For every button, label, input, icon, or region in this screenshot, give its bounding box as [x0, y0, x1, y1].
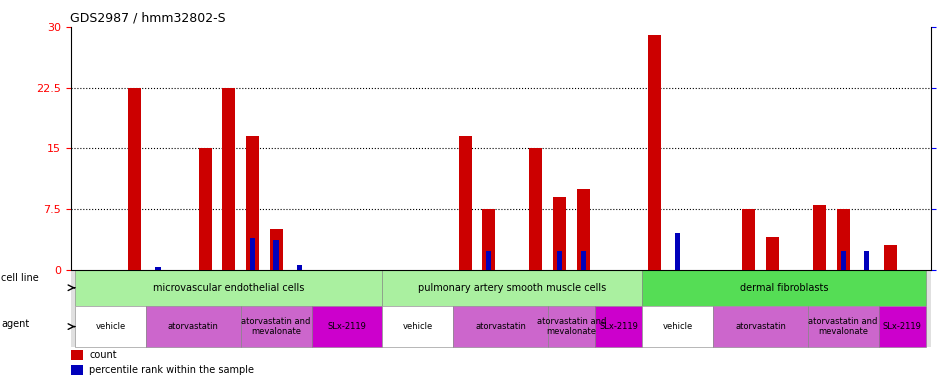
Bar	[675, 233, 681, 270]
Bar	[713, 306, 807, 347]
Bar	[864, 252, 870, 270]
Bar	[548, 306, 595, 347]
Bar	[297, 265, 303, 270]
Text: GDS2987 / hmm32802-S: GDS2987 / hmm32802-S	[70, 11, 227, 24]
Bar	[250, 238, 255, 270]
Text: SLx-2119: SLx-2119	[327, 322, 367, 331]
Bar	[837, 209, 850, 270]
Text: cell line: cell line	[1, 273, 39, 283]
Bar	[879, 306, 926, 347]
Bar	[198, 148, 212, 270]
Text: pulmonary artery smooth muscle cells: pulmonary artery smooth muscle cells	[418, 283, 606, 293]
Bar	[146, 306, 241, 347]
Text: atorvastatin: atorvastatin	[168, 322, 219, 331]
Bar	[648, 35, 661, 270]
Text: vehicle: vehicle	[402, 322, 433, 331]
Bar	[486, 252, 492, 270]
Bar	[70, 350, 84, 360]
Text: vehicle: vehicle	[663, 322, 693, 331]
Bar	[557, 252, 562, 270]
Text: vehicle: vehicle	[96, 322, 126, 331]
Text: atorvastatin: atorvastatin	[475, 322, 526, 331]
Text: agent: agent	[1, 319, 29, 329]
Text: atorvastatin and
mevalonate: atorvastatin and mevalonate	[242, 317, 311, 336]
Bar	[453, 306, 548, 347]
Bar	[75, 270, 383, 306]
Text: atorvastatin and
mevalonate: atorvastatin and mevalonate	[537, 317, 606, 336]
Text: SLx-2119: SLx-2119	[600, 322, 638, 331]
Text: microvascular endothelial cells: microvascular endothelial cells	[153, 283, 305, 293]
Text: atorvastatin and
mevalonate: atorvastatin and mevalonate	[808, 317, 878, 336]
Bar	[246, 136, 258, 270]
Bar	[223, 88, 235, 270]
Text: dermal fibroblasts: dermal fibroblasts	[740, 283, 828, 293]
Bar	[270, 229, 283, 270]
Bar	[840, 252, 846, 270]
Bar	[577, 189, 589, 270]
Bar	[241, 306, 311, 347]
Bar	[311, 306, 383, 347]
Text: count: count	[89, 350, 118, 360]
Bar	[813, 205, 826, 270]
Bar	[884, 245, 897, 270]
Bar	[155, 267, 161, 270]
Bar	[581, 252, 586, 270]
Bar	[642, 306, 713, 347]
Text: SLx-2119: SLx-2119	[883, 322, 922, 331]
Bar	[595, 306, 642, 347]
Bar	[553, 197, 566, 270]
Bar	[75, 306, 146, 347]
Text: atorvastatin: atorvastatin	[735, 322, 786, 331]
Bar	[383, 306, 453, 347]
Bar	[274, 240, 278, 270]
Bar	[642, 270, 926, 306]
Bar	[807, 306, 879, 347]
Bar	[482, 209, 495, 270]
Bar	[529, 148, 542, 270]
Bar	[128, 88, 141, 270]
Bar	[766, 237, 778, 270]
Text: percentile rank within the sample: percentile rank within the sample	[89, 365, 255, 375]
Bar	[743, 209, 755, 270]
Bar	[459, 136, 472, 270]
Bar	[383, 270, 642, 306]
Bar	[70, 365, 84, 375]
